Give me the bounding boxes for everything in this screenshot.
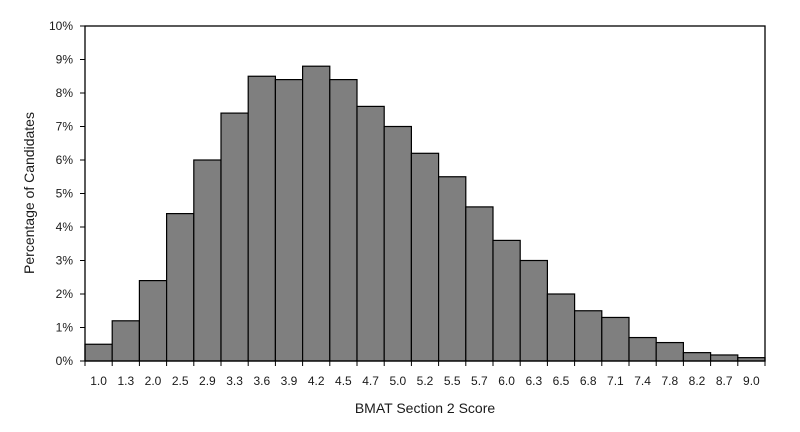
x-tick-label: 2.5 <box>172 374 189 388</box>
bar-2.5 <box>166 213 195 362</box>
x-tick-label: 2.0 <box>145 374 162 388</box>
y-tick-label: 6% <box>56 153 74 167</box>
bar-6.3 <box>519 259 549 362</box>
x-tick-label: 5.2 <box>417 374 434 388</box>
y-tick-label: 9% <box>56 53 74 67</box>
bar-3.6 <box>247 75 276 362</box>
x-tick-label: 4.2 <box>308 374 325 388</box>
y-tick-label: 4% <box>56 220 74 234</box>
x-tick-label: 6.5 <box>553 374 570 388</box>
bars-group <box>84 65 766 362</box>
bar-7.8 <box>655 341 685 362</box>
bar-2.9 <box>193 159 222 362</box>
y-axis-title: Percentage of Candidates <box>21 112 37 274</box>
y-axis-ticks: 0% 1% 2% 3% 4% 5% 6% 7% 8% 9% 10% <box>49 19 85 368</box>
bar-2.0 <box>138 280 168 362</box>
x-tick-label: 7.4 <box>634 374 651 388</box>
x-tick-label: 4.7 <box>362 374 379 388</box>
x-tick-label: 7.8 <box>661 374 678 388</box>
x-axis-ticks: 1.0 1.3 2.0 2.5 2.9 3.3 3.6 3.9 4.2 4.5 4.7 5.0 5.2 5… <box>84 361 766 388</box>
y-tick-label: 2% <box>56 287 74 301</box>
x-tick-label: 9.0 <box>743 374 760 388</box>
x-tick-label: 8.2 <box>689 374 706 388</box>
bar-6.0 <box>492 239 521 362</box>
x-tick-label: 3.3 <box>226 374 243 388</box>
bar-7.4 <box>628 336 657 362</box>
y-tick-label: 10% <box>49 19 73 33</box>
bar-3.3 <box>220 112 249 362</box>
bar-8.7 <box>709 354 739 362</box>
y-tick-label: 7% <box>56 120 74 134</box>
bar-1.3 <box>111 320 140 362</box>
bar-4.5 <box>329 78 358 362</box>
bar-8.2 <box>682 352 712 362</box>
bar-5.7 <box>465 206 494 362</box>
y-tick-label: 5% <box>56 187 74 201</box>
x-tick-label: 1.3 <box>117 374 134 388</box>
x-axis-title: BMAT Section 2 Score <box>355 400 496 416</box>
x-tick-label: 6.8 <box>580 374 597 388</box>
x-tick-label: 6.0 <box>498 374 515 388</box>
bar-5.0 <box>383 125 413 362</box>
x-tick-label: 4.5 <box>335 374 352 388</box>
x-tick-label: 2.9 <box>199 374 216 388</box>
x-tick-label: 7.1 <box>607 374 624 388</box>
y-tick-label: 8% <box>56 86 74 100</box>
y-tick-label: 1% <box>56 321 74 335</box>
y-tick-label: 0% <box>56 354 74 368</box>
x-tick-label: 5.0 <box>389 374 406 388</box>
x-tick-label: 5.7 <box>471 374 488 388</box>
x-tick-label: 3.9 <box>281 374 298 388</box>
x-tick-label: 3.6 <box>253 374 270 388</box>
bar-1.0 <box>84 343 113 362</box>
y-tick-label: 3% <box>56 254 74 268</box>
x-tick-label: 5.5 <box>444 374 461 388</box>
bar-7.1 <box>601 316 630 362</box>
bar-5.2 <box>410 152 440 362</box>
x-tick-label: 1.0 <box>90 374 107 388</box>
bar-4.2 <box>302 65 331 362</box>
bar-5.5 <box>438 176 467 362</box>
x-tick-label: 8.7 <box>716 374 733 388</box>
bar-6.5 <box>546 293 576 362</box>
bar-6.8 <box>573 310 603 362</box>
x-tick-label: 6.3 <box>525 374 542 388</box>
bar-3.9 <box>274 78 304 362</box>
bar-4.7 <box>356 105 385 362</box>
